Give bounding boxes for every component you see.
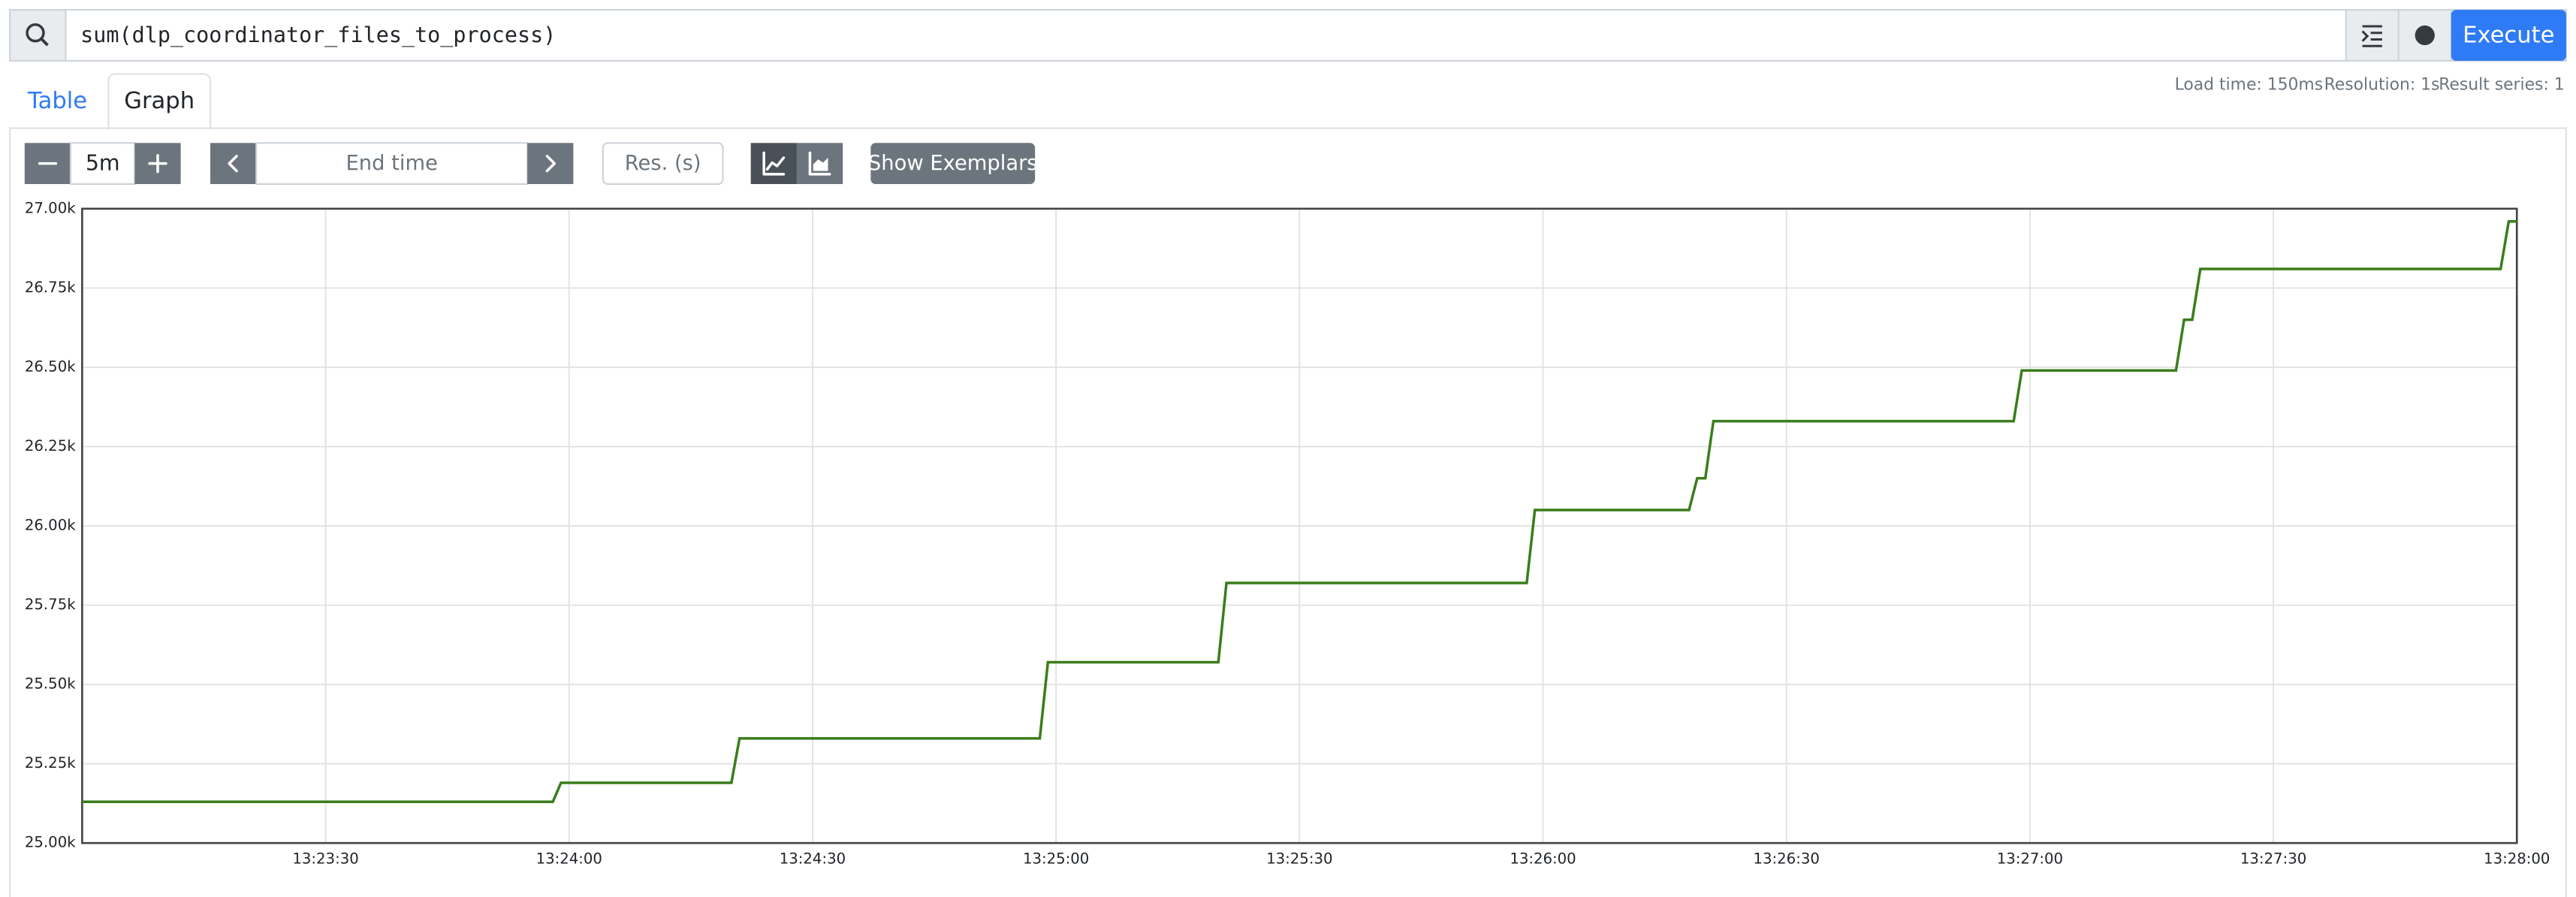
panel	[9, 127, 2567, 897]
table-tab[interactable]: Table	[27, 88, 87, 114]
resolution: Resolution: 1s	[2324, 76, 2440, 95]
resolution-placeholder: Res. (s)	[625, 152, 701, 175]
area-chart-icon	[808, 151, 831, 176]
y-tick-label: 26.75k	[25, 279, 76, 296]
line-chart-icon	[762, 151, 786, 176]
x-tick-label: 13:23:30	[292, 850, 358, 868]
x-tick-label: 13:27:00	[1997, 850, 2063, 868]
search-icon	[26, 23, 45, 43]
y-tick-label: 25.00k	[25, 834, 76, 851]
plus-icon	[148, 153, 167, 174]
y-tick-label: 26.25k	[25, 437, 76, 455]
x-tick-label: 13:28:00	[2484, 850, 2550, 868]
execute-label: Execute	[2463, 23, 2554, 49]
x-tick-label: 13:26:30	[1754, 850, 1820, 868]
search-icon	[40, 38, 49, 47]
y-tick-label: 26.50k	[25, 358, 76, 375]
graph-tab-box	[107, 73, 212, 130]
y-tick-label: 25.25k	[25, 754, 76, 772]
next-time[interactable]	[527, 143, 574, 184]
x-tick-label: 13:24:30	[780, 850, 846, 868]
chevron-right	[545, 155, 557, 173]
chevron-left	[228, 155, 238, 173]
x-tick-label: 13:25:00	[1023, 850, 1089, 868]
resolution-input[interactable]	[602, 142, 724, 186]
query-bar	[9, 9, 2567, 62]
series-line	[82, 219, 2517, 804]
y-tick-label: 25.50k	[25, 675, 76, 693]
load-time: Load time: 150ms	[2175, 76, 2323, 95]
execute-button[interactable]	[2451, 10, 2566, 61]
format-button[interactable]	[2345, 9, 2400, 62]
area-chart-icon	[813, 157, 828, 171]
range-value: 5m	[86, 151, 120, 176]
search-icon-box	[9, 9, 67, 62]
x-tick-label: 13:24:00	[536, 850, 602, 868]
show-exemplars-label: Show Exemplars	[868, 152, 1038, 175]
graph: 25.00k 25.25k 25.50k 25.75k 26.00k 26.25k 26.5…	[25, 199, 2550, 867]
plot-frame	[81, 207, 2518, 844]
result-series: Result series: 1	[2439, 76, 2564, 95]
globe-icon	[2415, 25, 2435, 46]
query-input[interactable]: sum(dlp_coordinator_files_to_process)	[80, 23, 556, 48]
x-tick-label: 13:27:30	[2240, 850, 2306, 868]
y-tick-label: 25.75k	[25, 596, 76, 613]
graph-tab[interactable]: Graph	[124, 88, 195, 114]
end-time-placeholder: End time	[346, 152, 438, 175]
show-exemplars-button[interactable]	[870, 143, 1036, 184]
x-tick-label: 13:26:00	[1510, 850, 1576, 868]
y-tick-label: 27.00k	[25, 199, 76, 216]
x-tick-label: 13:25:30	[1266, 850, 1332, 868]
y-tick-label: 26.00k	[25, 516, 76, 533]
prev-time[interactable]	[210, 143, 257, 184]
format-icon	[2361, 25, 2382, 47]
